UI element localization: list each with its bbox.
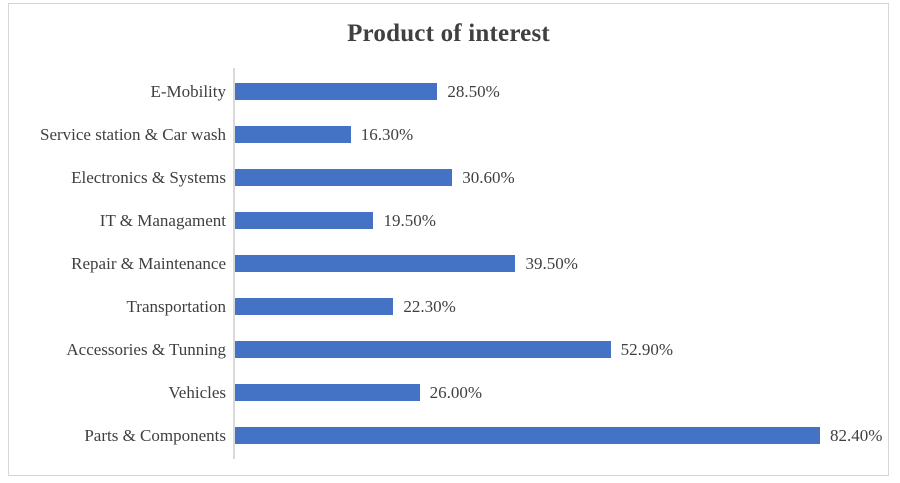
bar — [235, 212, 374, 229]
category-label: Service station & Car wash — [39, 124, 226, 144]
bar-area: 16.30% — [235, 113, 888, 156]
category-label: E-Mobility — [150, 81, 226, 101]
bar-area: 39.50% — [235, 242, 888, 285]
category-label: Repair & Maintenance — [71, 253, 226, 273]
category-label: Accessories & Tunning — [66, 339, 226, 359]
bar — [235, 384, 420, 401]
chart-row: Accessories & Tunning 52.90% — [9, 328, 888, 371]
chart-row: Vehicles 26.00% — [9, 371, 888, 414]
bar — [235, 341, 611, 358]
bar — [235, 298, 394, 315]
bar-chart: E-Mobility 28.50% Service station & Car … — [9, 68, 888, 459]
category-label: Transportation — [126, 296, 227, 316]
bar-area: 22.30% — [235, 285, 888, 328]
bar — [235, 126, 351, 143]
bar — [235, 255, 516, 272]
bar-area: 30.60% — [235, 156, 888, 199]
bar-area: 52.90% — [235, 328, 888, 371]
bar-area: 19.50% — [235, 199, 888, 242]
bar-area: 26.00% — [235, 371, 888, 414]
bar — [235, 83, 438, 100]
value-label: 39.50% — [525, 253, 578, 273]
value-label: 26.00% — [429, 382, 483, 402]
value-label: 19.50% — [383, 210, 436, 230]
y-axis-line — [233, 68, 235, 459]
category-label: IT & Managament — [99, 210, 226, 230]
value-label: 52.90% — [620, 339, 673, 359]
value-label: 30.60% — [462, 167, 515, 187]
chart-row: Parts & Components 82.40% — [9, 414, 888, 457]
bar — [235, 427, 821, 444]
chart-rows: E-Mobility 28.50% Service station & Car … — [9, 70, 888, 457]
value-label: 16.30% — [360, 124, 414, 144]
bar-area: 82.40% — [235, 414, 888, 457]
chart-row: Service station & Car wash 16.30% — [9, 113, 888, 156]
value-label: 82.40% — [830, 425, 883, 445]
value-label: 22.30% — [403, 296, 456, 316]
bar — [235, 169, 453, 186]
chart-title: Product of interest — [347, 20, 550, 47]
category-label: Parts & Components — [84, 425, 226, 445]
category-label: Electronics & Systems — [71, 167, 226, 187]
value-label: 28.50% — [447, 81, 500, 101]
bar-area: 28.50% — [235, 70, 888, 113]
chart-row: Repair & Maintenance 39.50% — [9, 242, 888, 285]
chart-row: Electronics & Systems 30.60% — [9, 156, 888, 199]
category-label: Vehicles — [168, 382, 226, 402]
chart-panel: Product of interest E-Mobility 28.50% Se… — [8, 3, 889, 476]
chart-row: IT & Managament 19.50% — [9, 199, 888, 242]
chart-row: Transportation 22.30% — [9, 285, 888, 328]
chart-row: E-Mobility 28.50% — [9, 70, 888, 113]
